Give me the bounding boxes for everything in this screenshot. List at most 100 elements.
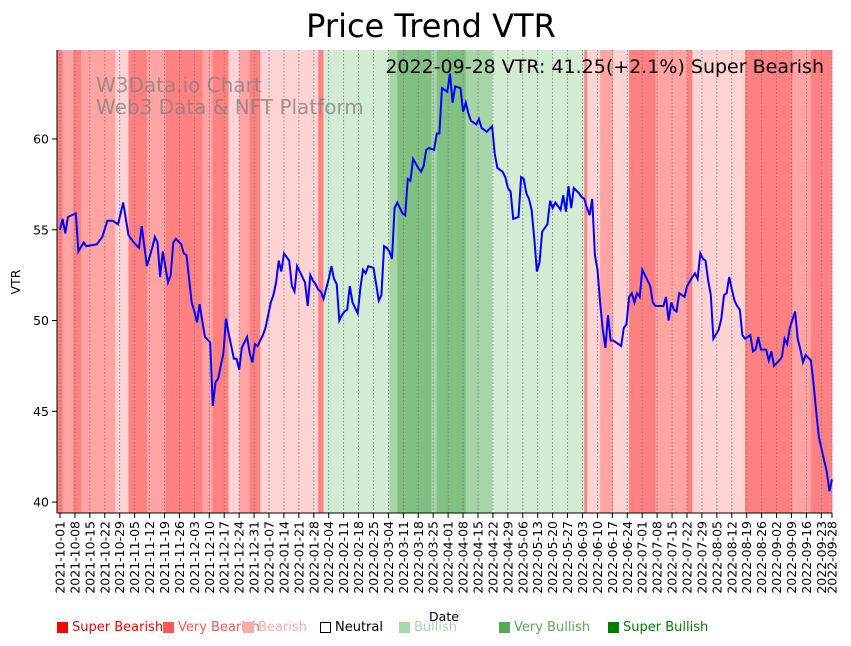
legend-swatch-icon	[499, 622, 510, 633]
x-tick-label: 2022-07-15	[665, 521, 680, 594]
x-tick-label: 2021-10-15	[82, 521, 97, 594]
latest-price-annotation: 2022-09-28 VTR: 41.25(+2.1%) Super Beari…	[385, 56, 824, 78]
x-tick-label: 2021-12-31	[247, 521, 262, 594]
y-tick-label: 40	[33, 495, 49, 510]
x-tick-label: 2021-11-19	[157, 521, 172, 594]
regime-bands	[57, 50, 833, 513]
legend-item: Bearish	[243, 620, 307, 635]
regime-band	[465, 50, 488, 513]
legend-label: Super Bearish	[72, 620, 164, 635]
x-tick-label: 2022-09-02	[769, 521, 784, 594]
legend-label: Very Bearish	[178, 620, 260, 635]
x-tick-label: 2021-12-03	[187, 521, 202, 594]
x-tick-label: 2022-02-18	[351, 521, 366, 594]
regime-band	[202, 50, 214, 513]
regime-band	[600, 50, 614, 513]
y-tick-label: 55	[33, 222, 49, 237]
regime-band	[212, 50, 229, 513]
legend-item: Very Bearish	[163, 620, 260, 635]
x-tick-label: 2022-03-04	[381, 521, 396, 594]
regime-band	[745, 50, 775, 513]
x-tick-label: 2022-06-03	[575, 521, 590, 594]
regime-band	[146, 50, 166, 513]
regime-band	[613, 50, 630, 513]
x-tick-label: 2022-01-07	[261, 521, 276, 594]
x-tick-label: 2022-07-22	[679, 521, 694, 594]
y-axis-label: VTR	[8, 269, 23, 294]
x-tick-label: 2021-12-10	[202, 521, 217, 594]
regime-band	[228, 50, 240, 513]
y-tick-label: 60	[33, 131, 49, 146]
y-tick-label: 45	[33, 404, 49, 419]
legend-label: Very Bullish	[514, 620, 591, 635]
x-tick-label: 2022-05-13	[530, 521, 545, 594]
legend-swatch-icon	[399, 622, 410, 633]
x-tick-label: 2022-01-14	[276, 521, 291, 594]
regime-band	[774, 50, 793, 513]
x-tick-label: 2021-11-26	[172, 521, 187, 594]
x-tick-label: 2022-03-18	[411, 521, 426, 594]
x-tick-label: 2022-09-23	[814, 521, 829, 594]
legend-label: Bearish	[258, 620, 307, 635]
legend-item: Very Bullish	[499, 620, 590, 635]
legend-label: Super Bullish	[623, 620, 709, 635]
x-tick-label: 2022-08-05	[709, 521, 724, 594]
regime-band	[584, 50, 588, 513]
legend: Super Bearish Very Bearish Bearish Neutral B…	[57, 620, 847, 640]
x-tick-label: 2022-05-20	[545, 521, 560, 594]
x-tick-label: 2022-09-16	[799, 521, 814, 594]
x-tick-label: 2021-10-01	[53, 521, 68, 594]
regime-band	[389, 50, 398, 513]
regime-band	[692, 50, 746, 513]
x-tick-label: 2022-07-01	[635, 521, 650, 594]
legend-label: Neutral	[335, 620, 383, 635]
regime-band	[436, 50, 467, 513]
regime-band	[81, 50, 90, 513]
regime-band	[88, 50, 103, 513]
regime-band	[183, 50, 203, 513]
x-tick-label: 2022-09-09	[784, 521, 799, 594]
legend-swatch-icon	[163, 622, 174, 633]
watermark: W3Data.io Chart Web3 Data & NFT Platform	[96, 73, 364, 119]
regime-band	[102, 50, 116, 513]
x-tick-label: 2022-02-04	[321, 521, 336, 594]
legend-item: Super Bullish	[608, 620, 708, 635]
chart-title: Price Trend VTR	[306, 7, 556, 45]
regime-band	[323, 50, 390, 513]
x-tick-label: 2022-07-08	[650, 521, 665, 594]
y-tick-label: 50	[33, 313, 49, 328]
x-tick-label: 2022-03-25	[426, 521, 441, 594]
x-tick-label: 2022-06-10	[590, 521, 605, 594]
x-tick-label: 2021-11-12	[142, 521, 157, 594]
legend-swatch-icon	[57, 622, 68, 633]
legend-swatch-icon	[608, 622, 619, 633]
regime-band	[128, 50, 148, 513]
regime-band	[486, 50, 493, 513]
x-tick-label: 2022-03-11	[396, 521, 411, 594]
regime-band	[239, 50, 251, 513]
x-tick-label: 2022-04-08	[456, 521, 471, 594]
legend-item: Super Bearish	[57, 620, 163, 635]
x-axis-label: Date	[429, 609, 459, 624]
x-tick-label: 2022-01-21	[291, 521, 306, 594]
x-tick-label: 2021-10-22	[97, 521, 112, 594]
x-tick-label: 2022-06-24	[620, 521, 635, 594]
x-tick-label: 2022-05-06	[515, 521, 530, 594]
regime-band	[115, 50, 129, 513]
x-tick-label: 2022-07-29	[694, 521, 709, 594]
x-tick-label: 2022-04-15	[470, 521, 485, 594]
regime-band	[397, 50, 432, 513]
x-tick-label: 2022-08-26	[754, 521, 769, 594]
x-tick-label: 2021-12-24	[232, 521, 247, 594]
x-tick-label: 2022-02-11	[336, 521, 351, 594]
x-tick-label: 2022-08-12	[724, 521, 739, 594]
vertical-gridlines	[59, 50, 833, 513]
legend-swatch-icon	[320, 622, 331, 633]
x-tick-label: 2021-12-17	[217, 521, 232, 594]
watermark-line-1: W3Data.io Chart	[96, 73, 262, 97]
regime-band	[62, 50, 74, 513]
x-axis-ticks: 2021-10-01 2021-10-08 2021-10-15 2021-10-22…	[53, 513, 840, 594]
x-tick-label: 2022-01-28	[306, 521, 321, 594]
x-tick-label: 2022-04-01	[441, 521, 456, 594]
